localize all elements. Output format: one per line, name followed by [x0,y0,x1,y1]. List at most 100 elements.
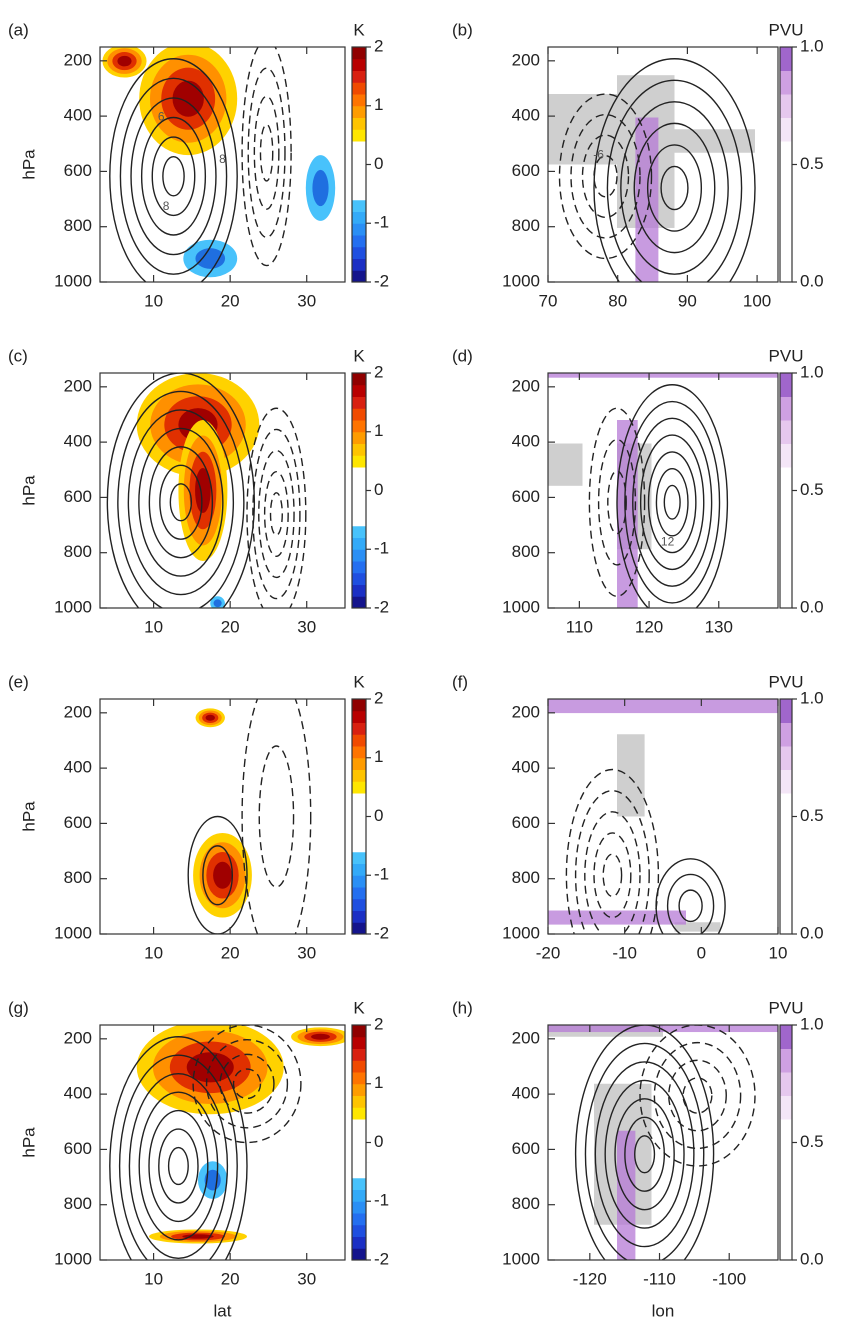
colorbar-band [780,164,792,189]
colorbar-band [352,47,366,60]
x-axis-label: lat [214,1301,232,1320]
contour-line [247,67,286,239]
x-tick-label: 90 [678,291,697,310]
colorbar-band [352,141,366,154]
colorbar-band [352,502,366,515]
contour-line [232,1068,262,1100]
x-tick-label: -10 [612,943,637,962]
colorbar-tick-label: -1 [374,213,389,232]
colorbar-band [780,1048,792,1073]
contour-line [616,384,729,608]
contour-line [241,699,312,934]
colorbar-unit: K [353,998,365,1017]
colorbar-band [352,828,366,841]
contour-line [668,1059,727,1132]
colorbar-band [352,781,366,794]
contour-line [597,438,637,566]
contour-line [118,1054,238,1260]
colorbar-band [352,478,366,491]
panel-label: (b) [452,20,473,39]
colorbar-band [352,1072,366,1085]
plot-area [106,373,307,608]
y-axis-label: hPa [19,149,38,180]
colorbar-band [352,584,366,597]
colorbar-tick-label: 0.5 [800,154,824,173]
colorbar-band [780,746,792,770]
shading [213,861,232,889]
colorbar-band [352,1201,366,1214]
contour-line [258,449,295,579]
colorbar-tick-label: 0 [374,154,383,173]
colorbar-tick-label: 1 [374,421,383,440]
colorbar-band [780,211,792,236]
colorbar-band [780,887,792,911]
contour-line [259,123,274,182]
y-tick-label: 1000 [54,1249,92,1268]
colorbar-band [352,596,366,609]
plot-frame [547,698,779,935]
x-tick-label: 80 [608,291,627,310]
shading [548,1025,778,1033]
colorbar-band [352,1213,366,1226]
colorbar-band [352,152,366,165]
colorbar-band [780,584,792,609]
contour-line [639,434,705,571]
colorbar-band [780,47,792,71]
y-tick-label: 1000 [502,597,540,616]
contour-line [570,113,641,239]
y-tick-label: 200 [512,1028,540,1047]
x-tick-label: -110 [643,1269,676,1288]
contour-line [666,873,715,934]
y-axis-label: hPa [19,475,38,506]
contour-line [151,136,196,217]
shading [617,734,645,817]
shading [311,1033,330,1040]
colorbar-band [352,710,366,723]
contour-line [588,407,646,597]
contour-label: 8 [163,199,170,213]
colorbar-tick-label: 0.0 [800,271,824,290]
colorbar-tick-label: 2 [374,362,383,381]
colorbar-band [352,431,366,444]
colorbar-band [352,1025,366,1038]
shading [548,910,686,925]
colorbar-tick-label: 0.0 [800,597,824,616]
x-tick-label: 10 [144,1269,163,1288]
colorbar-band [352,1154,366,1167]
panel: 200 400 600 800 1000 10 20 30 (c) hPa -2 -1 0 1 2K [8,346,389,636]
shading [548,94,629,165]
contour-line [130,97,217,256]
shading [674,922,721,932]
contour-line [594,1061,695,1248]
plot-area [548,58,756,282]
colorbar-band [352,537,366,550]
y-tick-label: 800 [512,216,540,235]
y-tick-label: 1000 [54,271,92,290]
colorbar-unit: PVU [769,346,804,365]
colorbar-band [352,816,366,829]
contour-line [269,492,283,536]
colorbar-band [352,1248,366,1261]
contour-line [169,483,193,522]
colorbar-tick-label: -1 [374,539,389,558]
contour-line [258,745,295,888]
colorbar-tick-label: -2 [374,1249,389,1268]
contour-line [574,1025,715,1260]
contour-line [159,464,203,540]
y-tick-label: 800 [64,542,92,561]
colorbar-band [352,1166,366,1179]
plot-area [548,1025,778,1260]
colorbar-band [352,270,366,283]
contour-line [246,407,307,608]
y-tick-label: 1000 [502,1249,540,1268]
contour-line [117,390,245,608]
colorbar-band [352,1142,366,1155]
colorbar-band [352,875,366,888]
y-tick-label: 600 [64,1139,92,1158]
y-tick-label: 600 [512,1139,540,1158]
contour-line [682,1077,713,1114]
contour-line [106,373,256,608]
y-tick-label: 200 [512,702,540,721]
contour-line [138,427,224,577]
